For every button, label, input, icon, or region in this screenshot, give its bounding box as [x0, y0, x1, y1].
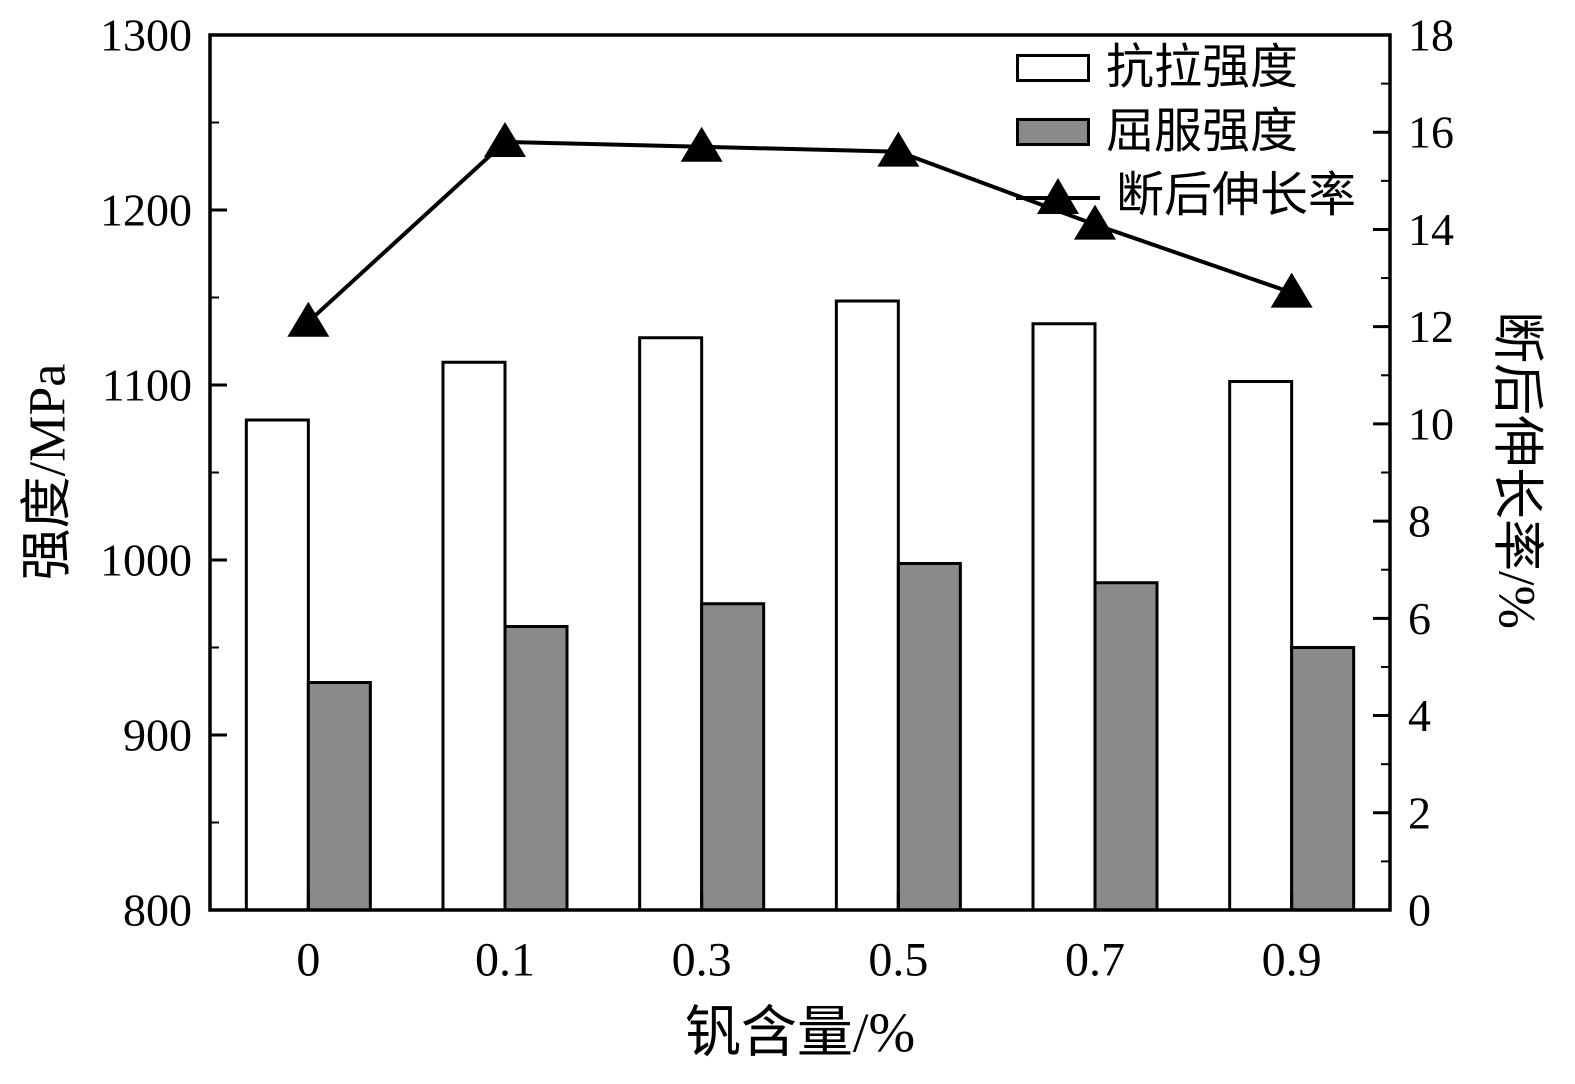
left-axis-title: 强度/MPa	[19, 363, 77, 581]
yield-bar	[1290, 646, 1356, 912]
triangle-marker	[1270, 272, 1313, 308]
left-tick-label: 900	[123, 710, 192, 761]
right-tick-label: 16	[1408, 107, 1454, 158]
tensile-bar	[244, 418, 310, 912]
legend: 抗拉强度 屈服强度 断后伸长率	[1016, 44, 1356, 220]
tensile-bar	[1228, 380, 1294, 912]
right-axis-title: 断后伸长率/%	[1487, 311, 1545, 629]
legend-item-tensile: 抗拉强度	[1016, 44, 1356, 92]
left-tick-label: 1300	[100, 10, 192, 61]
legend-label-yield: 屈服强度	[1106, 105, 1299, 158]
left-tick-label: 800	[123, 885, 192, 936]
tensile-bar-swatch-icon	[1016, 54, 1090, 82]
x-tick-label: 0.1	[475, 934, 535, 987]
right-tick-label: 2	[1408, 787, 1431, 838]
x-tick-label: 0.7	[1065, 934, 1125, 987]
left-tick-label: 1200	[100, 185, 192, 236]
yield-bar	[700, 602, 766, 912]
elongation-line	[306, 139, 1293, 324]
elongation-line-swatch-icon	[1016, 176, 1100, 216]
yield-bar	[896, 562, 962, 912]
left-tick-label: 1100	[102, 360, 192, 411]
x-tick-label: 0.9	[1262, 934, 1322, 987]
yield-bar	[503, 625, 569, 912]
triangle-marker	[680, 126, 723, 162]
right-tick-label: 14	[1408, 204, 1454, 255]
triangle-marker	[1074, 204, 1116, 240]
tensile-bar	[1031, 322, 1097, 912]
right-tick-label: 8	[1408, 496, 1431, 547]
right-tick-label: 4	[1408, 690, 1431, 741]
legend-label-tensile: 抗拉强度	[1106, 41, 1299, 94]
right-tick-label: 6	[1408, 593, 1431, 644]
legend-item-yield: 屈服强度	[1016, 108, 1356, 156]
tensile-bar	[638, 336, 704, 912]
triangle-marker	[484, 121, 526, 157]
tensile-bar	[834, 299, 900, 912]
legend-label-elongation: 断后伸长率	[1116, 169, 1357, 222]
triangle-marker	[287, 301, 330, 337]
right-tick-label: 0	[1408, 885, 1431, 936]
right-tick-label: 12	[1408, 301, 1454, 352]
x-axis-title: 钒含量/%	[684, 1002, 916, 1065]
triangle-marker	[877, 131, 920, 167]
x-tick-label: 0.5	[868, 934, 928, 987]
yield-bar	[1093, 581, 1159, 912]
legend-item-elongation: 断后伸长率	[1016, 172, 1356, 220]
yield-bar	[306, 681, 372, 912]
right-tick-label: 10	[1408, 398, 1454, 449]
x-tick-label: 0.3	[672, 934, 732, 987]
right-tick-label: 18	[1408, 10, 1454, 61]
yield-bar-swatch-icon	[1016, 118, 1090, 146]
legend-triangle-icon	[1037, 178, 1079, 214]
left-tick-label: 1000	[100, 535, 192, 586]
tensile-bar	[441, 360, 507, 912]
x-tick-label: 0	[296, 934, 320, 987]
